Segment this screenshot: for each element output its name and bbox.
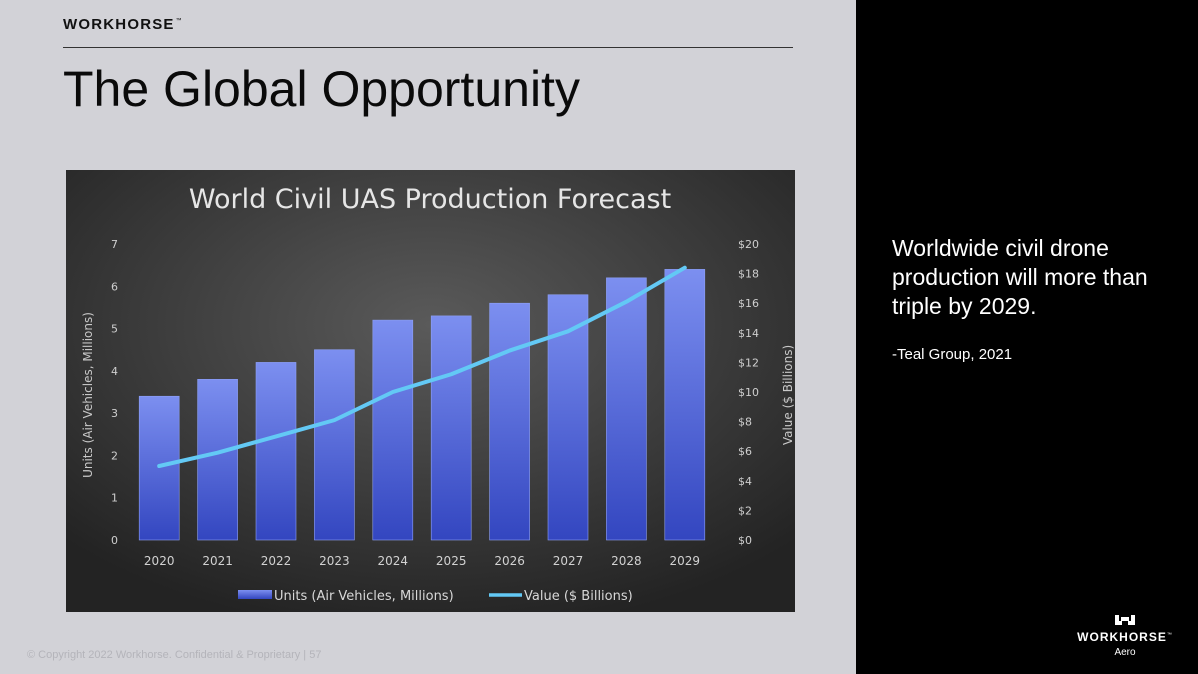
y2-tick-label: $20 — [738, 238, 759, 251]
brand-trademark: ™ — [175, 18, 183, 24]
y-tick-label: 1 — [111, 492, 118, 505]
legend-label-value: Value ($ Billions) — [524, 589, 633, 604]
bar-2029 — [664, 269, 706, 541]
x-tick-label-2025: 2025 — [436, 554, 467, 568]
y-tick-label: 6 — [111, 280, 118, 293]
y2-tick-label: $12 — [738, 356, 759, 369]
workhorse-aero-logo: WORKHORSE™ Aero — [1060, 614, 1190, 658]
x-tick-label-2026: 2026 — [494, 554, 525, 568]
bar-2020 — [138, 395, 180, 541]
brand-logo-text: WORKHORSE™ — [63, 16, 183, 33]
y-tick-label: 5 — [111, 323, 118, 336]
source-citation: -Teal Group, 2021 — [892, 346, 1013, 363]
x-tick-label-2029: 2029 — [670, 554, 701, 568]
y-tick-label: 4 — [111, 365, 118, 378]
bar-2026 — [489, 302, 530, 541]
workhorse-mark-icon — [1115, 615, 1135, 625]
bar-2028 — [606, 277, 647, 541]
y-tick-label: 3 — [111, 407, 118, 420]
y-tick-label: 7 — [111, 238, 118, 251]
sidebar-panel — [856, 0, 1198, 674]
y2-tick-label: $0 — [738, 534, 752, 547]
bar-2023 — [314, 349, 355, 541]
x-tick-label-2024: 2024 — [378, 554, 409, 568]
logo-name: WORKHORSE — [1077, 630, 1167, 644]
y2-tick-label: $16 — [738, 297, 759, 310]
y2-tick-label: $8 — [738, 416, 752, 429]
y-tick-label: 0 — [111, 534, 118, 547]
y2-tick-label: $4 — [738, 475, 752, 488]
y-axis-label: Units (Air Vehicles, Millions) — [81, 312, 95, 478]
x-tick-label-2021: 2021 — [202, 554, 233, 568]
legend-label-units: Units (Air Vehicles, Millions) — [274, 589, 454, 604]
bar-2024 — [372, 319, 414, 541]
x-tick-label-2027: 2027 — [553, 554, 584, 568]
y2-tick-label: $18 — [738, 268, 759, 281]
uas-forecast-chart: World Civil UAS Production Forecast 0 1 2 3… — [66, 170, 795, 612]
x-tick-label-2028: 2028 — [611, 554, 642, 568]
y2-tick-label: $14 — [738, 327, 759, 340]
bar-2021 — [197, 379, 238, 541]
x-tick-label-2022: 2022 — [261, 554, 292, 568]
page-title: The Global Opportunity — [63, 61, 580, 117]
y-tick-label: 2 — [111, 449, 118, 462]
y2-axis-label: Value ($ Billions) — [781, 345, 795, 445]
y2-tick-label: $6 — [738, 445, 752, 458]
bar-2022 — [255, 362, 297, 541]
chart-legend: Units (Air Vehicles, Millions) Value ($ … — [238, 589, 633, 604]
key-takeaway: Worldwide civil drone production will mo… — [892, 235, 1148, 319]
header-divider — [63, 47, 793, 48]
logo-wordmark: WORKHORSE™ — [1060, 630, 1190, 644]
legend-swatch-units — [238, 590, 272, 599]
y2-tick-label: $2 — [738, 504, 752, 517]
brand-name: WORKHORSE — [63, 16, 175, 33]
copyright-footer: © Copyright 2022 Workhorse. Confidential… — [27, 649, 322, 661]
logo-subtitle: Aero — [1114, 647, 1136, 658]
x-tick-label-2023: 2023 — [319, 554, 350, 568]
logo-trademark: ™ — [1166, 632, 1173, 638]
x-tick-label-2020: 2020 — [144, 554, 175, 568]
y2-tick-label: $10 — [738, 386, 759, 399]
bar-2025 — [430, 315, 472, 541]
chart-title: World Civil UAS Production Forecast — [189, 184, 671, 215]
value-line — [157, 265, 687, 468]
